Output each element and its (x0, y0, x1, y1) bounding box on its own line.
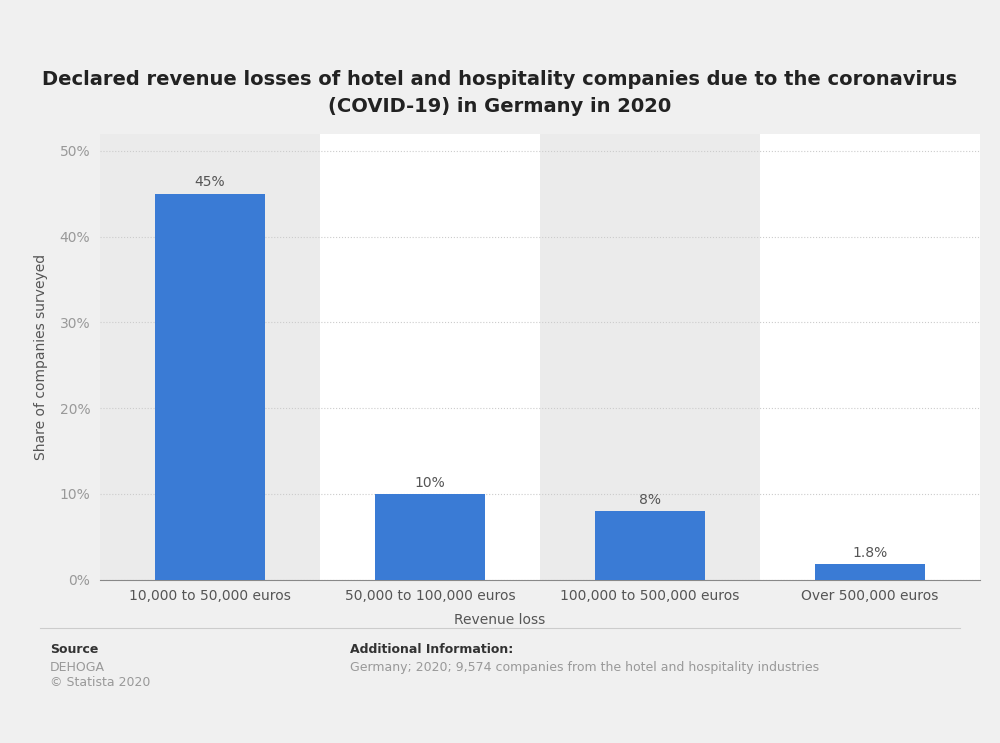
Text: 1.8%: 1.8% (852, 546, 888, 559)
Text: Revenue loss: Revenue loss (454, 613, 546, 627)
Text: Germany; 2020; 9,574 companies from the hotel and hospitality industries: Germany; 2020; 9,574 companies from the … (350, 661, 819, 674)
Bar (540, 134, 760, 580)
Bar (760, 134, 980, 580)
Text: Declared revenue losses of hotel and hospitality companies due to the coronaviru: Declared revenue losses of hotel and hos… (42, 70, 958, 116)
Bar (100, 134, 320, 580)
Text: 45%: 45% (195, 175, 225, 189)
Y-axis label: Share of companies surveyed: Share of companies surveyed (34, 253, 48, 460)
Text: DEHOGA
© Statista 2020: DEHOGA © Statista 2020 (50, 661, 150, 690)
Text: 8%: 8% (639, 493, 661, 507)
Bar (320, 134, 540, 580)
Text: Additional Information:: Additional Information: (350, 643, 513, 655)
Text: 10%: 10% (415, 476, 445, 490)
Bar (595, 511, 705, 580)
Bar (155, 194, 265, 580)
Bar (375, 494, 485, 580)
Text: Source: Source (50, 643, 98, 655)
Bar (815, 564, 925, 580)
